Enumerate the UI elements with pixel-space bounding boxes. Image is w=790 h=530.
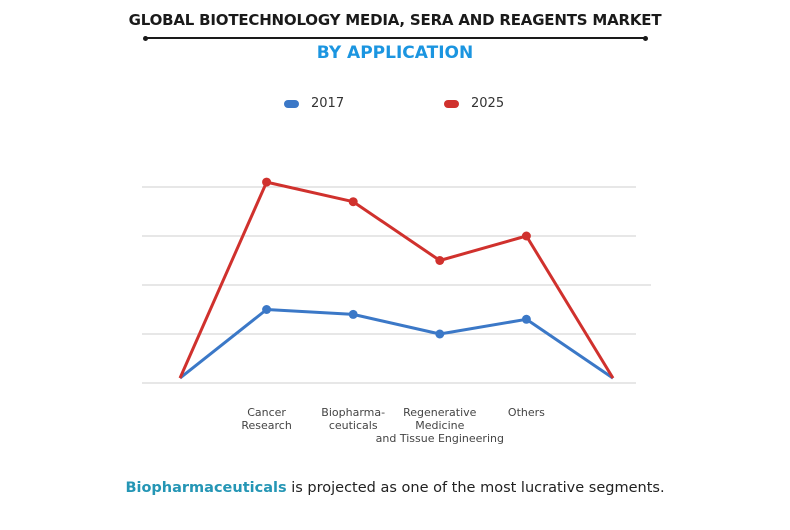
data-point-2025 <box>348 197 358 207</box>
data-point-2025 <box>262 177 272 187</box>
title-divider <box>146 37 645 39</box>
data-point-2017 <box>521 314 531 324</box>
chart-subtitle: BY APPLICATION <box>316 43 474 63</box>
title-rule-dot-left <box>143 35 148 41</box>
footer-highlight: Biopharmaceuticals <box>125 480 287 496</box>
footer-text: is projected as one of the most lucrativ… <box>286 480 665 496</box>
legend-label-2017: 2017 <box>311 96 345 111</box>
data-point-2017 <box>262 305 272 314</box>
footer-caption: Biopharmaceuticals is projected as one o… <box>0 480 790 496</box>
x-tick-label: Biopharma- ceuticals <box>321 406 386 432</box>
x-tick-label: Others <box>507 406 545 419</box>
legend-item-2017: 2017 <box>284 96 344 111</box>
legend-item-2025: 2025 <box>444 96 504 111</box>
series-line-2025 <box>178 180 615 379</box>
x-tick-label: Regenerative Medicine and Tissue Enginee… <box>375 406 504 445</box>
data-point-2017 <box>348 309 358 319</box>
x-tick-label: Cancer Research <box>241 406 292 432</box>
data-point-2025 <box>435 256 445 265</box>
legend-label-2025: 2025 <box>471 96 505 111</box>
series-line-2017 <box>179 308 614 380</box>
chart-title: GLOBAL BIOTECHNOLOGY MEDIA, SERA AND REA… <box>128 11 662 29</box>
legend-swatch-2025 <box>444 99 459 108</box>
legend: 2017 2025 <box>0 96 790 116</box>
data-point-2025 <box>521 231 531 241</box>
legend-swatch-2017 <box>284 99 299 108</box>
data-point-2017 <box>435 329 445 339</box>
title-rule-dot-right <box>643 35 648 41</box>
